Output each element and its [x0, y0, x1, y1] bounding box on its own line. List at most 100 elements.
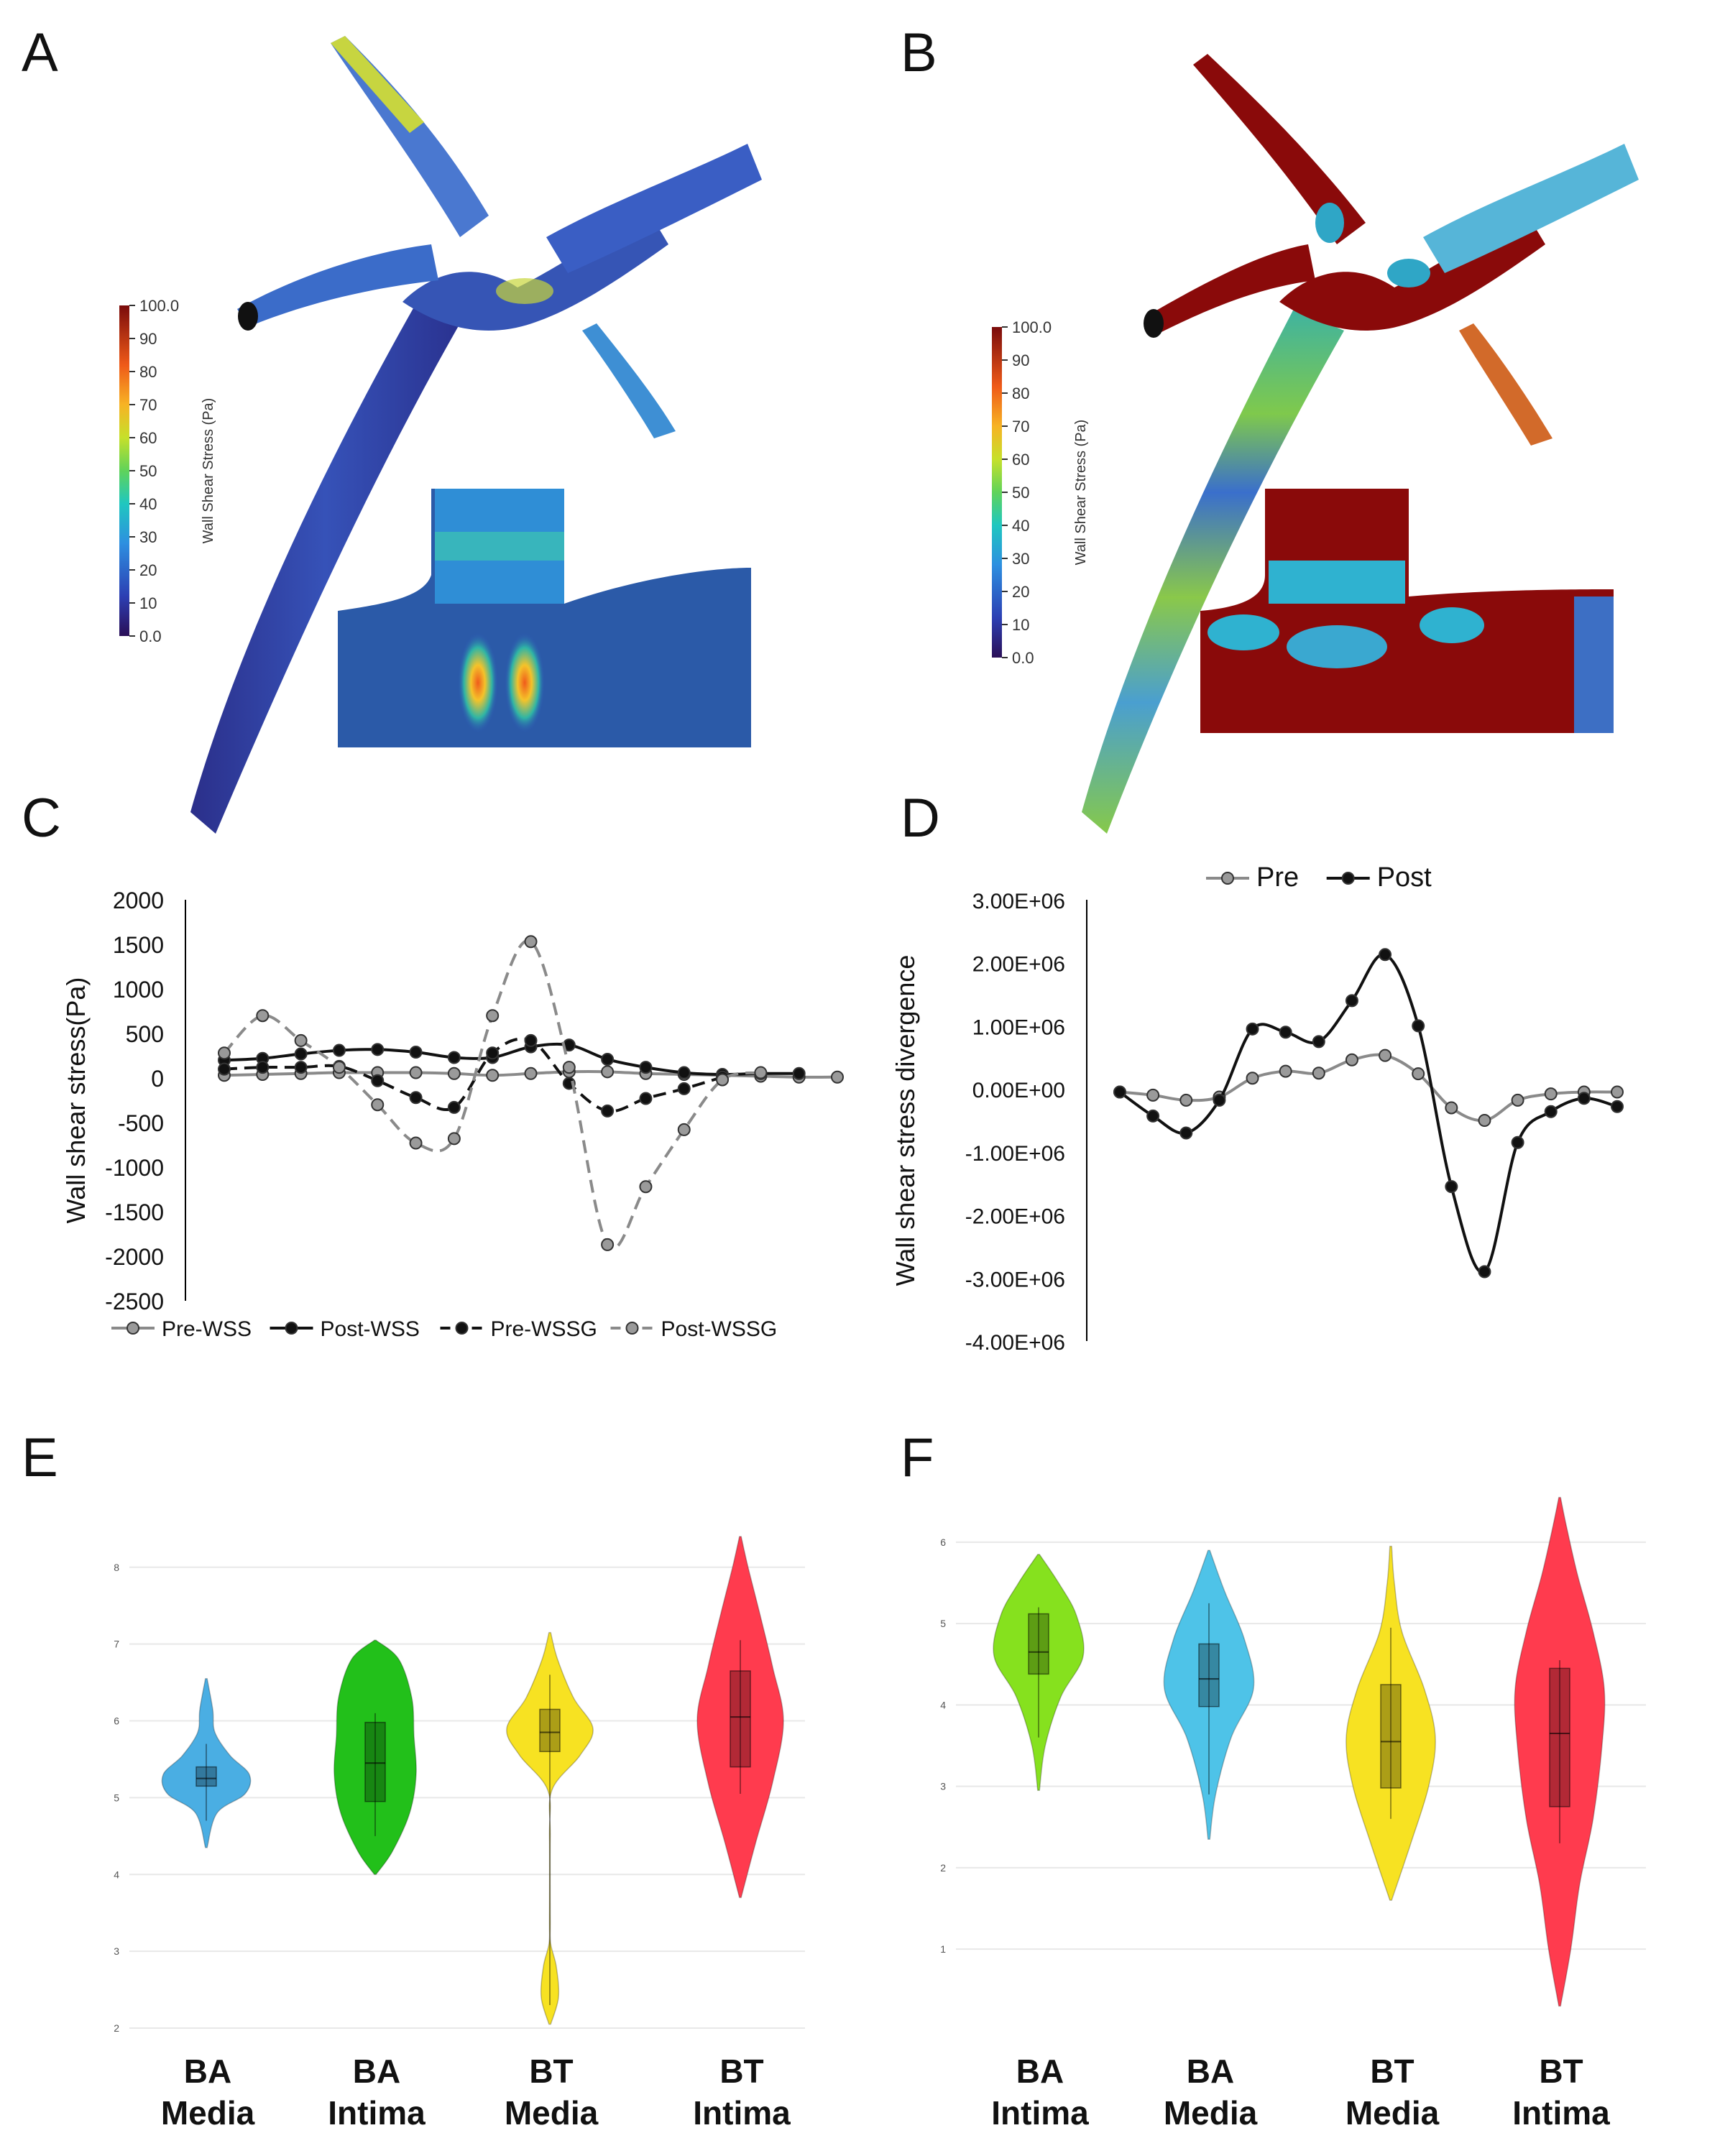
data-point	[1179, 1126, 1193, 1140]
colorbar-tick-label: 70	[1012, 418, 1029, 436]
category-label-line2: Media	[1346, 2094, 1440, 2132]
series-line-3	[223, 939, 761, 1250]
colorbar-tick-label: 30	[1012, 550, 1029, 568]
colorbar-tick-label: 10	[1012, 616, 1029, 634]
y-tick-label: -2500	[105, 1289, 164, 1314]
data-point	[1611, 1085, 1624, 1099]
data-point	[1246, 1022, 1259, 1036]
colorbar-tick-label: 80	[139, 363, 157, 381]
chart-divergence-line: 3.00E+06 2.00E+06 1.00E+06 0.00E+00 -1.00E+0…	[891, 862, 1624, 1355]
data-point	[524, 1067, 538, 1080]
category-label-line1: BA	[1187, 2053, 1234, 2090]
data-point	[1345, 994, 1358, 1008]
y-tick-label: 2.00E+06	[972, 953, 1065, 977]
data-point	[218, 1046, 231, 1060]
legend-label: Pre	[1256, 862, 1299, 893]
y-tick-label: 3	[114, 1945, 119, 1957]
data-point	[1412, 1019, 1425, 1033]
data-point	[639, 1061, 653, 1074]
data-point	[1379, 948, 1392, 962]
panel-label-d: D	[901, 788, 940, 849]
legend-entry-1: Post	[1326, 862, 1432, 893]
colorbar-tick-label: 20	[139, 561, 157, 579]
data-point	[601, 1238, 615, 1251]
data-point	[294, 1047, 308, 1061]
legend-entry-1: Post-WSS	[270, 1317, 420, 1341]
data-point	[1213, 1093, 1226, 1107]
data-point	[677, 1082, 691, 1095]
y-axis-label: Wall shear stress divergence	[891, 955, 920, 1286]
colorbar-tick-label: 60	[139, 429, 157, 447]
y-tick-label: -2000	[105, 1244, 164, 1270]
data-point	[486, 1046, 500, 1060]
data-point	[562, 1061, 576, 1074]
category-label-line1: BT	[719, 2053, 763, 2090]
legend-label: Post-WSSG	[661, 1317, 778, 1341]
data-point	[1312, 1035, 1325, 1049]
category-label-line1: BA	[184, 2053, 231, 2090]
category-label-line2: Media	[1164, 2094, 1258, 2132]
y-tick-label: 4	[114, 1869, 119, 1880]
category-label-line2: Intima	[991, 2094, 1089, 2132]
violin-box	[1380, 1684, 1402, 1789]
y-tick-label: -2.00E+06	[965, 1205, 1065, 1229]
y-tick-label: 2	[940, 1862, 946, 1874]
y-tick-label: 0	[151, 1066, 164, 1092]
violin-box	[1549, 1667, 1570, 1807]
data-point	[716, 1073, 730, 1087]
data-point	[1544, 1087, 1558, 1101]
y-tick-label: 2000	[113, 888, 164, 913]
data-point	[754, 1066, 768, 1079]
panel-label-f: F	[901, 1427, 934, 1488]
data-point	[256, 1061, 270, 1074]
data-point	[1611, 1100, 1624, 1113]
data-point	[1246, 1072, 1259, 1085]
data-point	[601, 1052, 615, 1066]
legend-label: Post-WSS	[321, 1317, 420, 1341]
colorbar-tick-label: 90	[1012, 351, 1029, 369]
y-tick-label: 7	[114, 1639, 119, 1650]
vessel-trunk	[190, 302, 460, 834]
colorbar-tick-label: 100.0	[139, 297, 179, 315]
data-point	[447, 1100, 461, 1114]
y-tick-label: 500	[126, 1021, 164, 1047]
legend-marker	[285, 1322, 298, 1335]
data-point	[294, 1061, 308, 1074]
violin-box	[730, 1670, 751, 1768]
data-point	[409, 1136, 423, 1150]
legend-marker	[625, 1322, 639, 1335]
inset-zoom-post	[1200, 489, 1614, 733]
data-point	[677, 1123, 691, 1136]
y-axis-label: Wall shear stress(Pa)	[61, 977, 91, 1224]
y-tick-label: 5	[114, 1792, 119, 1803]
data-point	[524, 935, 538, 949]
colorbar-tick-label: 20	[1012, 583, 1029, 601]
colorbar-tick-label: 30	[139, 528, 157, 546]
category-label-line1: BA	[353, 2053, 400, 2090]
series-line-1	[224, 1042, 799, 1077]
legend-label: Pre-WSS	[162, 1317, 252, 1341]
y-tick-label: 1000	[113, 977, 164, 1003]
violin-box	[196, 1766, 217, 1787]
colorbar-tick-label: 50	[139, 462, 157, 480]
panel-label-c: C	[22, 788, 61, 849]
colorbar-tick-label: 10	[139, 594, 157, 612]
data-point	[1577, 1092, 1591, 1105]
data-point	[831, 1070, 844, 1084]
colorbar-tick-label: 50	[1012, 484, 1029, 502]
violin-box	[364, 1721, 386, 1802]
data-point	[1312, 1067, 1325, 1080]
data-point	[447, 1051, 461, 1064]
colorbar-title-post: Wall Shear Stress (Pa)	[1073, 420, 1089, 566]
data-point	[409, 1091, 423, 1105]
data-point	[218, 1062, 231, 1076]
y-tick-label: -500	[118, 1110, 164, 1136]
y-tick-label: -1000	[105, 1155, 164, 1181]
colorbar-tick-label: 70	[139, 396, 157, 414]
colorbar-tick-label: 80	[1012, 384, 1029, 402]
y-tick-label: 1500	[113, 932, 164, 958]
data-point	[1478, 1114, 1491, 1127]
data-point	[1478, 1265, 1491, 1279]
